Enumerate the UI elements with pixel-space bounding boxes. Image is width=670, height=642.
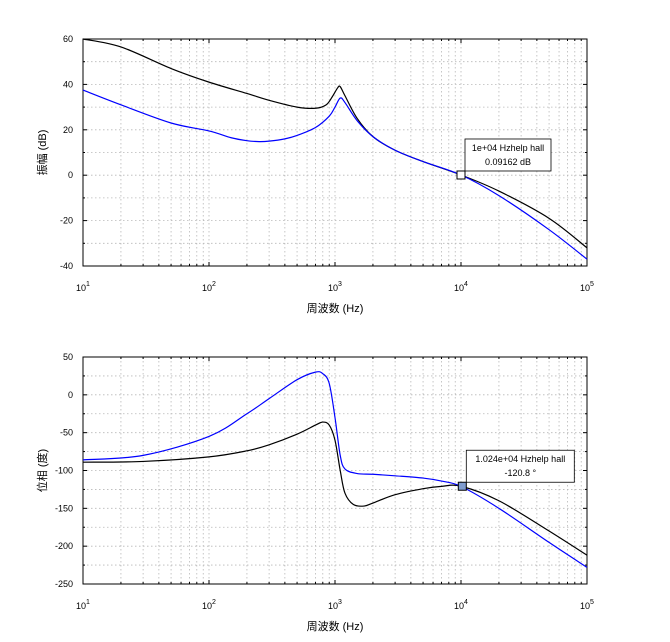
y-tick-label: 20 [63, 125, 73, 135]
series-line-2 [82, 89, 588, 260]
series-line-1 [82, 421, 588, 556]
y-axis-label: 振幅 (dB) [35, 130, 49, 176]
y-tick-label: 0 [68, 170, 73, 180]
phase-plot: 101 102 103 104 105 50 0 -50 -100 -150 -200 -250 周波数… [35, 352, 594, 633]
y-tick-label: 0 [68, 390, 73, 400]
x-tick-label: 103 [328, 281, 342, 293]
y-tick-label: -100 [55, 466, 73, 476]
x-tick-label: 104 [454, 599, 468, 611]
y-tick-label: -50 [60, 428, 73, 438]
datatip-marker [456, 170, 466, 180]
y-axis-label: 位相 (度) [35, 449, 49, 492]
y-tick-label: -20 [60, 216, 73, 226]
datatip-line-1: 1.024e+04 Hzhelp hall [475, 454, 565, 464]
y-tick-label: 40 [63, 79, 73, 89]
y-tick-label: 60 [63, 34, 73, 44]
x-tick-label: 101 [76, 599, 90, 611]
y-tick-label: 50 [63, 352, 73, 362]
x-tick-label: 102 [202, 599, 216, 611]
x-axis-label: 周波数 (Hz) [307, 620, 364, 633]
x-tick-label: 101 [76, 281, 90, 293]
series-line-2 [82, 371, 588, 568]
datatip-box [465, 449, 575, 483]
datatip-line-2: -120.8 ° [504, 468, 536, 478]
datatip-marker [457, 481, 467, 491]
datatip-line-2: 0.09162 dB [485, 157, 531, 167]
datatip-line-1: 1e+04 Hzhelp hall [472, 143, 544, 153]
x-tick-label: 105 [580, 281, 594, 293]
x-axis-label: 周波数 (Hz) [307, 302, 364, 315]
x-tick-label: 103 [328, 599, 342, 611]
y-tick-label: -150 [55, 503, 73, 513]
y-tick-label: -200 [55, 541, 73, 551]
magnitude-plot: 101 102 103 104 105 60 40 20 0 -20 -40 周波数 (Hz) 振幅 (… [35, 34, 594, 315]
y-tick-label: -250 [55, 579, 73, 589]
y-tick-label: -40 [60, 261, 73, 271]
datatip-box [464, 138, 552, 172]
x-tick-label: 102 [202, 281, 216, 293]
x-tick-label: 105 [580, 599, 594, 611]
x-tick-label: 104 [454, 281, 468, 293]
